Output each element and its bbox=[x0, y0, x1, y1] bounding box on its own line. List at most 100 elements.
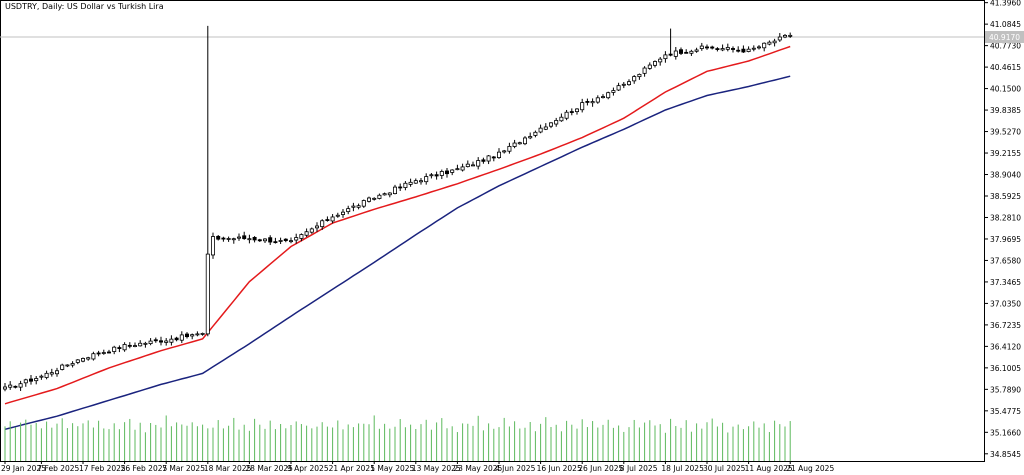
candle bbox=[132, 342, 137, 348]
y-tick-label: 37.9695 bbox=[990, 235, 1021, 244]
candle-body bbox=[673, 50, 678, 57]
candle bbox=[528, 132, 533, 140]
candle bbox=[767, 40, 772, 46]
candle-body bbox=[174, 337, 179, 341]
x-tick-label: 7 Feb 2025 bbox=[37, 464, 79, 473]
candle bbox=[741, 45, 746, 53]
volume-series bbox=[4, 415, 791, 461]
candle bbox=[148, 338, 153, 346]
candle-body bbox=[559, 116, 564, 122]
candle-body bbox=[314, 225, 319, 229]
candle-body bbox=[247, 238, 252, 241]
candle-body bbox=[460, 166, 465, 171]
candle bbox=[699, 42, 704, 51]
y-tick-label: 37.6580 bbox=[990, 256, 1021, 265]
candle bbox=[783, 34, 788, 39]
candle-body bbox=[564, 111, 569, 119]
candle-body bbox=[200, 333, 205, 335]
candle-body bbox=[653, 61, 658, 66]
candle-body bbox=[663, 54, 668, 60]
y-tick-label: 40.1500 bbox=[990, 85, 1021, 94]
candle bbox=[387, 192, 392, 198]
candle-body bbox=[158, 340, 163, 343]
candle bbox=[668, 28, 673, 57]
candle-body bbox=[694, 49, 699, 52]
chart-title: USDTRY, Daily: US Dollar vs Turkish Lira bbox=[5, 2, 164, 11]
candle-body bbox=[377, 194, 382, 199]
candle bbox=[757, 45, 762, 50]
candle bbox=[403, 181, 408, 191]
candle-body bbox=[621, 83, 626, 86]
candle bbox=[434, 171, 439, 180]
candle bbox=[496, 148, 501, 159]
candle bbox=[44, 370, 49, 380]
candle-body bbox=[710, 46, 715, 49]
candle-body bbox=[221, 237, 226, 240]
candle bbox=[34, 376, 39, 385]
candle bbox=[439, 169, 444, 180]
candle bbox=[543, 123, 548, 131]
candle-body bbox=[288, 240, 293, 243]
candle-series bbox=[3, 25, 793, 392]
candle bbox=[231, 237, 236, 244]
candle-body bbox=[138, 342, 143, 347]
candle-body bbox=[496, 151, 501, 159]
candle bbox=[663, 51, 668, 63]
candle-body bbox=[585, 101, 590, 103]
candle bbox=[55, 367, 60, 377]
candle bbox=[523, 136, 528, 146]
candle bbox=[3, 383, 8, 392]
x-tick-label: 18 Mar 2025 bbox=[204, 464, 252, 473]
candle-body bbox=[325, 219, 330, 221]
candle-body bbox=[216, 235, 221, 240]
candle bbox=[101, 349, 106, 355]
candle bbox=[627, 79, 632, 86]
candle bbox=[424, 173, 429, 185]
candle-body bbox=[502, 150, 507, 153]
x-tick-label: 29 Jan 2025 bbox=[1, 464, 46, 473]
candle-body bbox=[346, 208, 351, 213]
candle-body bbox=[65, 364, 70, 367]
candle bbox=[325, 216, 330, 222]
candle bbox=[65, 364, 70, 368]
candle bbox=[777, 33, 782, 42]
candle bbox=[127, 342, 132, 349]
ma-line bbox=[4, 75, 791, 431]
candle bbox=[601, 94, 606, 99]
y-tick-label: 36.1005 bbox=[990, 364, 1021, 373]
candle-body bbox=[418, 180, 423, 183]
candle bbox=[372, 197, 377, 201]
candle-body bbox=[75, 359, 80, 363]
candle-body bbox=[226, 238, 231, 240]
candle-body bbox=[39, 375, 44, 378]
candle-body bbox=[184, 333, 189, 338]
candle-body bbox=[372, 197, 377, 200]
candle bbox=[632, 75, 637, 84]
candle bbox=[736, 46, 741, 53]
candle bbox=[366, 196, 371, 203]
y-tick-label: 37.0350 bbox=[990, 299, 1021, 308]
candle bbox=[575, 108, 580, 115]
candle-body bbox=[731, 48, 736, 50]
candle-body bbox=[91, 353, 96, 360]
x-tick-label: 8 Jul 2025 bbox=[620, 464, 658, 473]
candle bbox=[642, 66, 647, 77]
candle-body bbox=[236, 236, 241, 239]
candle bbox=[710, 45, 715, 50]
candle-body bbox=[455, 168, 460, 171]
y-tick-label: 37.3465 bbox=[990, 278, 1021, 287]
candle bbox=[169, 335, 174, 346]
candle-body bbox=[210, 236, 215, 256]
candle-body bbox=[606, 92, 611, 99]
candle bbox=[236, 233, 241, 241]
candle bbox=[96, 350, 101, 357]
candle-body bbox=[616, 85, 621, 91]
candle bbox=[673, 46, 678, 60]
candle-body bbox=[668, 53, 673, 56]
candle bbox=[164, 338, 169, 346]
candle-body bbox=[34, 378, 39, 382]
candle bbox=[158, 336, 163, 346]
candle-body bbox=[23, 379, 28, 384]
